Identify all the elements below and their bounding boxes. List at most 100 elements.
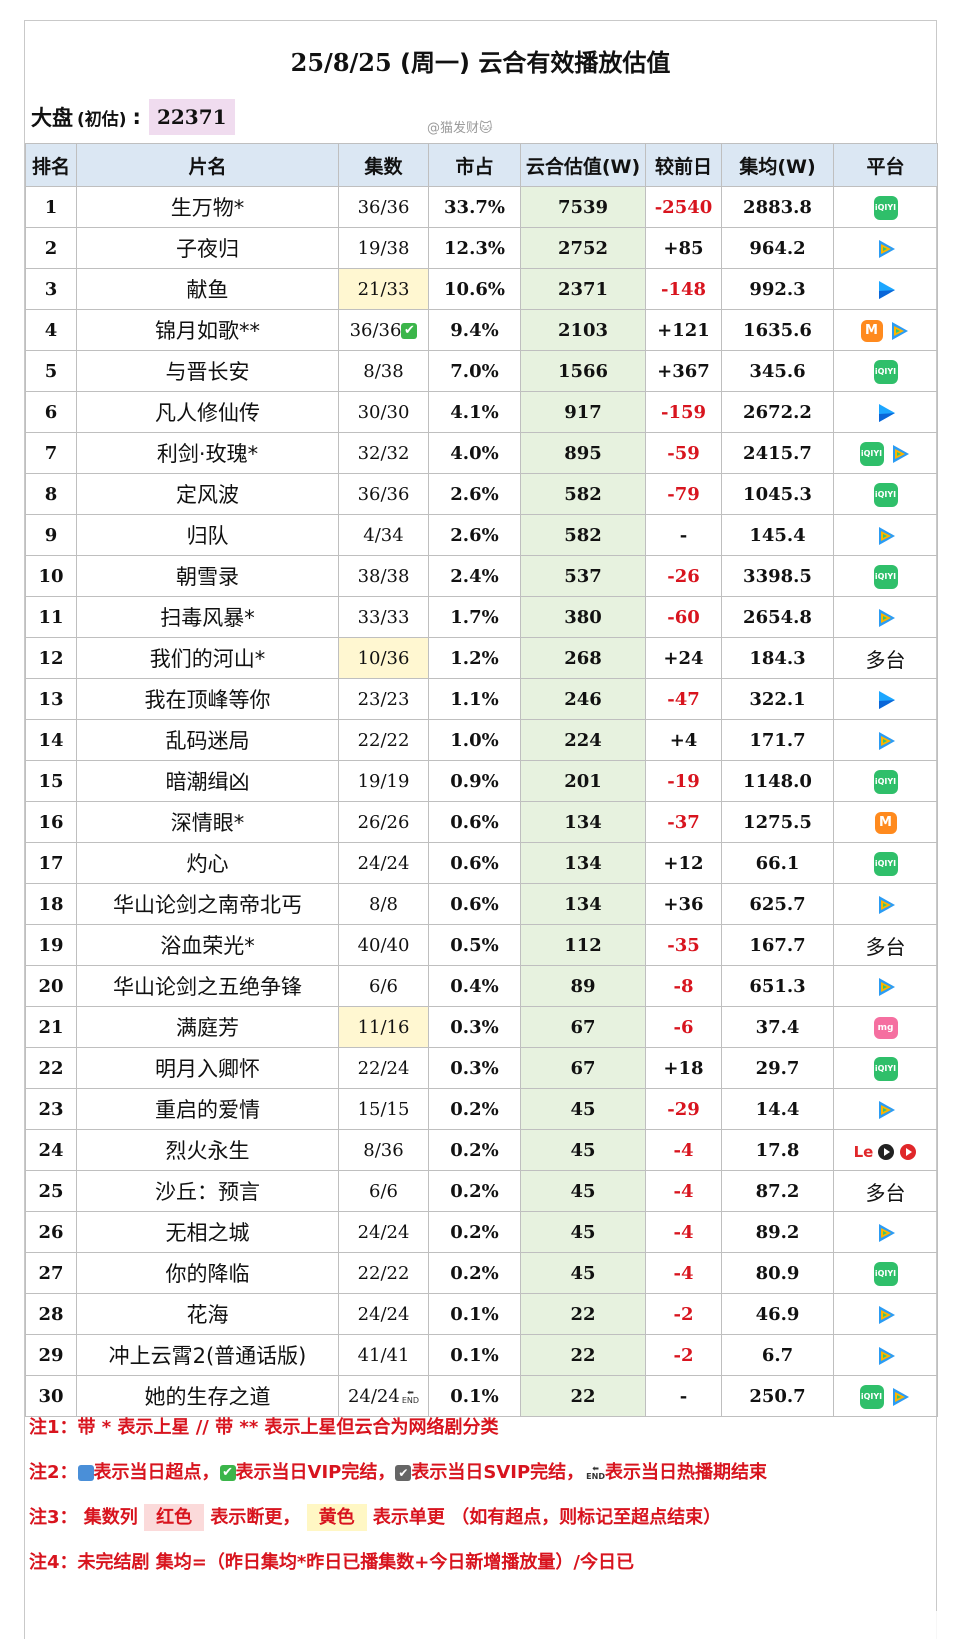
cell-episodes: 38/38 xyxy=(338,555,429,597)
cell-share: 0.1% xyxy=(428,1375,521,1417)
cell-share: 4.0% xyxy=(428,432,521,474)
cell-name: 我在顶峰等你 xyxy=(76,678,339,720)
table-row: 3 献鱼 21/33 10.6% 2371 -148 992.3 xyxy=(25,268,938,310)
cell-avg: 992.3 xyxy=(721,268,834,310)
cell-platform xyxy=(833,883,938,925)
cell-rank: 4 xyxy=(25,309,77,351)
cell-platform: iQIYI xyxy=(833,555,938,597)
tencent-video-icon xyxy=(878,1346,895,1365)
table-row: 9 归队 4/34 2.6% 582-145.4 xyxy=(25,514,938,556)
cell-yunhe: 2371 xyxy=(520,268,646,310)
cell-avg: 2672.2 xyxy=(721,391,834,433)
episodes-text: 36/36 xyxy=(357,196,410,218)
cell-platform xyxy=(833,965,938,1007)
col-header-share: 市占 xyxy=(428,143,521,187)
cell-avg: 171.7 xyxy=(721,719,834,761)
cell-share: 0.1% xyxy=(428,1334,521,1376)
cell-avg: 2654.8 xyxy=(721,596,834,638)
cell-episodes: 26/26 xyxy=(338,801,429,843)
cell-rank: 22 xyxy=(25,1047,77,1089)
cell-share: 2.6% xyxy=(428,473,521,515)
table-row: 16 深情眼* 26/26 0.6% 134 -37 1275.5 M xyxy=(25,801,938,843)
cell-platform xyxy=(833,1334,938,1376)
tencent-video-icon xyxy=(891,321,908,340)
cell-avg: 322.1 xyxy=(721,678,834,720)
cell-yunhe: 22 xyxy=(520,1375,646,1417)
cell-episodes: 36/36 xyxy=(338,473,429,515)
cell-episodes: 4/34 xyxy=(338,514,429,556)
episodes-text: 24/24 xyxy=(357,852,410,874)
tencent-video-icon xyxy=(892,444,909,463)
cell-name: 我们的河山* xyxy=(76,637,339,679)
iqiyi-icon: iQIYI xyxy=(873,1261,898,1286)
svip-check-icon: ✔ xyxy=(395,1465,412,1481)
table-row: 14 乱码迷局 22/22 1.0% 224 +4 171.7 xyxy=(25,719,938,761)
cell-avg: 250.7 xyxy=(721,1375,834,1417)
episodes-text: 24/24 xyxy=(357,1221,410,1243)
cell-name: 锦月如歌** xyxy=(76,309,339,351)
cell-share: 1.2% xyxy=(428,637,521,679)
end-icon: ⬅ END xyxy=(401,1387,420,1405)
cell-avg: 6.7 xyxy=(721,1334,834,1376)
table-row: 21 满庭芳 11/16 0.3% 67 -6 37.4 mg xyxy=(25,1006,938,1048)
cell-avg: 167.7 xyxy=(721,924,834,966)
cell-rank: 29 xyxy=(25,1334,77,1376)
tencent-video-icon xyxy=(878,608,895,627)
cell-share: 9.4% xyxy=(428,309,521,351)
cell-rank: 19 xyxy=(25,924,77,966)
iqiyi-icon: iQIYI xyxy=(873,482,898,507)
cell-episodes: 19/38 xyxy=(338,227,429,269)
cell-yunhe: 895 xyxy=(520,432,646,474)
cell-episodes: 24/24 xyxy=(338,842,429,884)
cell-delta: -79 xyxy=(645,473,722,515)
table-row: 1 生万物* 36/36 33.7% 7539 -2540 2883.8 iQIYI xyxy=(25,186,938,228)
episodes-text: 38/38 xyxy=(357,565,410,587)
tencent-video-icon xyxy=(878,239,895,258)
cell-platform xyxy=(833,1211,938,1253)
cell-delta: +367 xyxy=(645,350,722,392)
cell-platform: 多台 xyxy=(833,637,938,679)
cell-rank: 27 xyxy=(25,1252,77,1294)
note-2-vip: 表示当日VIP完结， xyxy=(235,1462,396,1483)
table-row: 5 与晋长安 8/38 7.0% 1566 +367 345.6 iQIYI xyxy=(25,350,938,392)
cell-episodes: 41/41 xyxy=(338,1334,429,1376)
cell-avg: 89.2 xyxy=(721,1211,834,1253)
cell-episodes: 33/33 xyxy=(338,596,429,638)
cell-avg: 17.8 xyxy=(721,1129,834,1171)
cell-episodes: 6/6 xyxy=(338,965,429,1007)
market-total-label: 大盘 xyxy=(31,106,73,130)
cell-rank: 12 xyxy=(25,637,77,679)
cell-share: 2.4% xyxy=(428,555,521,597)
cell-episodes: 15/15 xyxy=(338,1088,429,1130)
cell-avg: 184.3 xyxy=(721,637,834,679)
table-row: 8 定风波 36/36 2.6% 582 -79 1045.3 iQIYI xyxy=(25,473,938,515)
cell-delta: -26 xyxy=(645,555,722,597)
cell-delta: +121 xyxy=(645,309,722,351)
cell-yunhe: 582 xyxy=(520,473,646,515)
episodes-text: 8/36 xyxy=(363,1139,404,1161)
cell-platform: iQIYI xyxy=(833,1252,938,1294)
market-total: 大盘 (初估) : 22371 xyxy=(31,99,235,135)
cell-episodes: 30/30 xyxy=(338,391,429,433)
table-row: 17 灼心 24/24 0.6% 134 +12 66.1 iQIYI xyxy=(25,842,938,884)
cell-yunhe: 7539 xyxy=(520,186,646,228)
table-row: 24 烈火永生 8/36 0.2% 45 -4 17.8 Le xyxy=(25,1129,938,1171)
iqiyi-icon: iQIYI xyxy=(873,1056,898,1081)
episodes-text: 40/40 xyxy=(357,934,410,956)
cell-name: 沙丘：预言 xyxy=(76,1170,339,1212)
play-circle-icon xyxy=(878,1143,895,1160)
cell-delta: -4 xyxy=(645,1211,722,1253)
table-row: 7 利剑·玫瑰* 32/32 4.0% 895 -59 2415.7 iQIYI xyxy=(25,432,938,474)
cell-rank: 15 xyxy=(25,760,77,802)
cell-share: 0.6% xyxy=(428,801,521,843)
cell-episodes: 8/8 xyxy=(338,883,429,925)
cell-share: 0.3% xyxy=(428,1006,521,1048)
episodes-text: 8/8 xyxy=(369,893,398,915)
cell-share: 1.1% xyxy=(428,678,521,720)
cell-share: 0.9% xyxy=(428,760,521,802)
table-row: 11 扫毒风暴* 33/33 1.7% 380 -60 2654.8 xyxy=(25,596,938,638)
cell-episodes: 32/32 xyxy=(338,432,429,474)
watermark: @猫发财🐱 xyxy=(427,121,493,136)
cell-platform: iQIYI xyxy=(833,1375,938,1417)
table-row: 15 暗潮缉凶 19/19 0.9% 201 -19 1148.0 iQIYI xyxy=(25,760,938,802)
